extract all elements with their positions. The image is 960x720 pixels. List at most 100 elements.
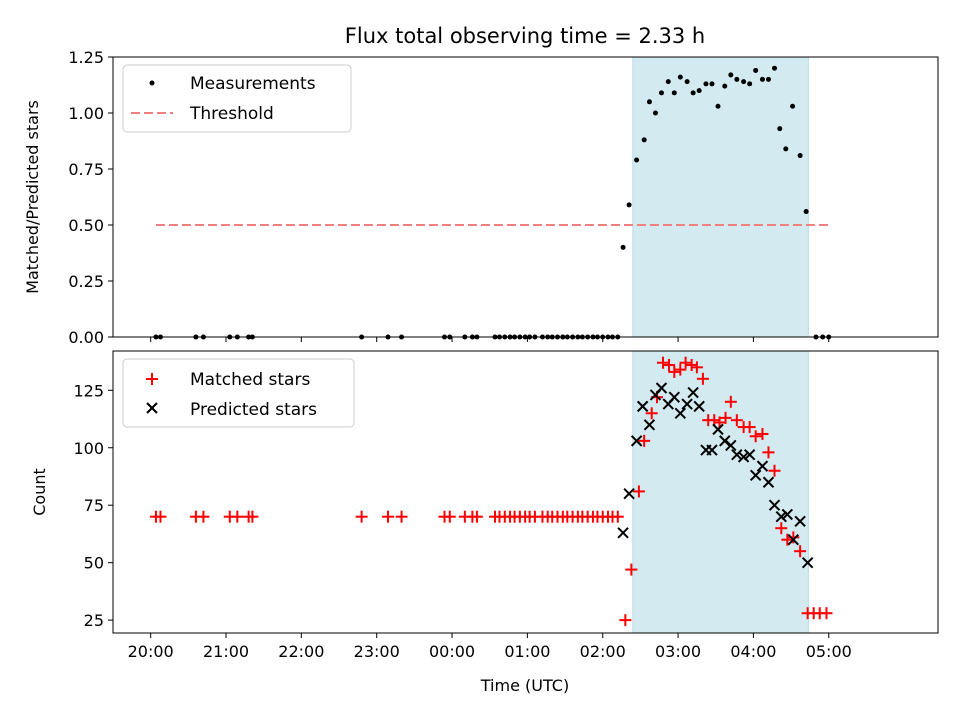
top-legend: Measurements Threshold <box>122 64 352 133</box>
matched-star-point <box>730 414 743 427</box>
matched-star-point <box>794 545 807 558</box>
legend-matched-marker <box>146 373 158 385</box>
matched-star-point <box>395 510 408 523</box>
matched-star-point <box>470 510 483 523</box>
bottom-y-axis-label: Count <box>30 468 49 516</box>
matched-star-point <box>657 356 669 369</box>
predicted-star-point <box>743 448 756 461</box>
bottom-y-tick-label: 25 <box>84 611 104 630</box>
predicted-star-point <box>787 533 800 546</box>
bottom-shaded-region <box>632 350 809 634</box>
predicted-star-point <box>762 476 775 488</box>
measurement-point <box>677 74 683 80</box>
matched-star-point <box>645 407 658 420</box>
predicted-star-point <box>731 448 743 461</box>
measurement-point <box>741 79 747 85</box>
measurement-point <box>646 99 652 105</box>
measurement-point <box>759 76 765 82</box>
matched-star-point <box>154 510 167 523</box>
top-panel: 0.00 0.25 0.50 0.75 1.00 1.25 Matched/Predict… <box>23 48 939 347</box>
measurement-point <box>709 81 715 87</box>
top-shaded-region <box>632 56 809 338</box>
matched-star-point <box>768 464 781 477</box>
bottom-legend: Matched stars Predicted stars <box>122 358 355 428</box>
measurement-point <box>652 110 658 116</box>
predicted-star-point <box>781 508 794 521</box>
top-y-tick-label: 0.25 <box>68 272 104 291</box>
legend-measurements-label: Measurements <box>190 74 316 94</box>
measurement-point <box>690 90 696 96</box>
matched-star-point <box>696 372 709 385</box>
predicted-star-point <box>775 510 787 523</box>
bottom-y-tick-label: 75 <box>84 496 104 515</box>
measurement-point <box>728 72 734 78</box>
top-y-tick-label: 0.00 <box>68 328 104 347</box>
measurement-point <box>684 79 690 85</box>
x-axis-label: Time (UTC) <box>480 676 569 695</box>
measurement-point <box>715 103 721 109</box>
predicted-star-point <box>630 435 643 447</box>
bottom-plot-frame <box>112 350 939 634</box>
measurement-point <box>658 90 664 96</box>
bottom-y-tick-label: 125 <box>73 381 104 400</box>
predicted-star-point <box>749 469 762 482</box>
matched-star-point <box>781 533 794 546</box>
predicted-star-point <box>623 488 635 500</box>
matched-star-point <box>619 614 632 627</box>
predicted-star-point <box>655 382 668 394</box>
x-tick-label: 05:00 <box>806 642 852 661</box>
matched-star-point <box>762 446 775 459</box>
x-tick-label: 20:00 <box>128 642 174 661</box>
x-tick-label: 22:00 <box>278 642 324 661</box>
measurement-point <box>772 65 778 71</box>
top-plot-frame <box>112 56 939 338</box>
predicted-star-point <box>706 444 718 456</box>
measurement-point <box>803 209 809 215</box>
matched-star-point <box>719 411 732 424</box>
predicted-star-point <box>643 419 656 431</box>
bottom-panel: 25 50 75 100 125 20:00 21:00 22:00 23:00 00:00 01… <box>30 350 939 695</box>
matched-star-point <box>611 510 624 523</box>
measurement-point <box>722 83 728 89</box>
matched-star-point <box>743 421 756 434</box>
measurement-point <box>790 103 796 109</box>
top-y-axis-label: Matched/Predicted stars <box>23 100 42 294</box>
matched-star-point <box>355 510 368 523</box>
measurement-point <box>641 137 647 143</box>
matched-star-point <box>231 510 244 523</box>
bottom-y-tick-label: 100 <box>73 439 104 458</box>
legend-threshold-label: Threshold <box>189 104 274 124</box>
matched-star-point <box>724 395 737 408</box>
matched-star-point <box>749 430 762 443</box>
matched-star-point <box>787 531 800 544</box>
predicted-star-point <box>756 460 769 472</box>
measurement-point <box>703 81 709 87</box>
top-y-tick-label: 1.25 <box>68 48 104 67</box>
x-tick-label: 00:00 <box>429 642 475 661</box>
predicted-star-point <box>674 407 687 419</box>
predicted-star-point <box>636 400 649 413</box>
top-y-tick-label: 0.75 <box>68 160 104 179</box>
predicted-star-point <box>693 400 705 413</box>
measurement-point <box>634 157 640 163</box>
measurement-point <box>620 244 626 250</box>
matched-star-point <box>775 522 788 535</box>
measurement-point <box>783 146 789 152</box>
measurement-point <box>671 90 677 96</box>
x-tick-label: 04:00 <box>730 642 776 661</box>
x-tick-label: 03:00 <box>655 642 701 661</box>
matched-star-point <box>382 510 394 523</box>
predicted-star-point <box>687 386 699 399</box>
bottom-legend-box <box>122 358 355 428</box>
top-y-tick-label: 1.00 <box>68 104 104 123</box>
predicted-star-point <box>712 423 724 436</box>
matched-star-point <box>638 434 651 447</box>
predicted-star-point <box>737 451 750 463</box>
predicted-star-point <box>681 398 693 410</box>
predicted-star-point <box>617 527 629 539</box>
predicted-star-point <box>768 499 781 511</box>
measurement-point <box>753 67 759 73</box>
measurement-point <box>696 88 702 94</box>
matched-star-point <box>685 359 698 372</box>
